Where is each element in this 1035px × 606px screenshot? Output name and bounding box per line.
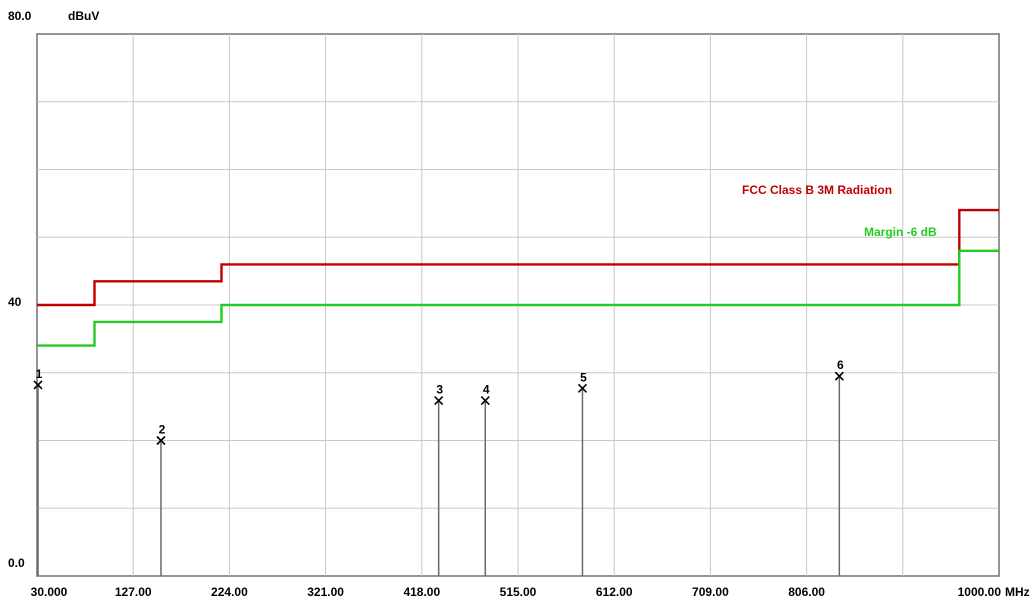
- legend-limit-fcc: FCC Class B 3M Radiation: [742, 183, 892, 197]
- x-unit-label: MHz: [1005, 585, 1030, 599]
- legend-limit-margin: Margin -6 dB: [864, 225, 937, 239]
- x-tick-label: 612.00: [596, 585, 633, 599]
- marker-cross: [577, 383, 588, 393]
- marker-label: 1: [36, 367, 43, 381]
- marker-label: 3: [436, 383, 443, 397]
- x-tick-label: 224.00: [211, 585, 248, 599]
- x-tick-label: 30.000: [31, 585, 68, 599]
- x-tick-labels: 30.000 127.00 224.00 321.00 418.00 515.00 612.…: [31, 585, 1002, 599]
- y-tick-label: 40: [8, 295, 22, 309]
- limit-line-fcc: [37, 208, 999, 307]
- x-tick-label: 127.00: [115, 585, 152, 599]
- x-tick-label: 418.00: [403, 585, 440, 599]
- y-tick-labels: 80.0 40 0.0: [8, 9, 32, 570]
- emission-markers: 1 2 3 4 5 6: [33, 358, 844, 576]
- marker-cross: [480, 395, 490, 406]
- marker-label: 2: [159, 423, 166, 437]
- marker-label: 5: [580, 370, 587, 384]
- x-tick-label: 1000.00: [958, 585, 1002, 599]
- limit-lines: [37, 208, 999, 347]
- marker-cross: [434, 395, 444, 406]
- limit-line-margin: [37, 249, 999, 347]
- x-tick-label: 515.00: [500, 585, 537, 599]
- x-tick-label: 709.00: [692, 585, 729, 599]
- y-tick-label: 0.0: [8, 556, 25, 570]
- x-tick-label: 321.00: [307, 585, 344, 599]
- y-unit-label: dBuV: [68, 9, 99, 23]
- marker-label: 4: [483, 383, 490, 397]
- y-tick-label: 80.0: [8, 9, 32, 23]
- marker-cross: [33, 380, 43, 390]
- marker-label: 6: [837, 358, 844, 372]
- marker-cross: [156, 435, 166, 446]
- x-tick-label: 806.00: [788, 585, 825, 599]
- marker-cross: [834, 371, 844, 381]
